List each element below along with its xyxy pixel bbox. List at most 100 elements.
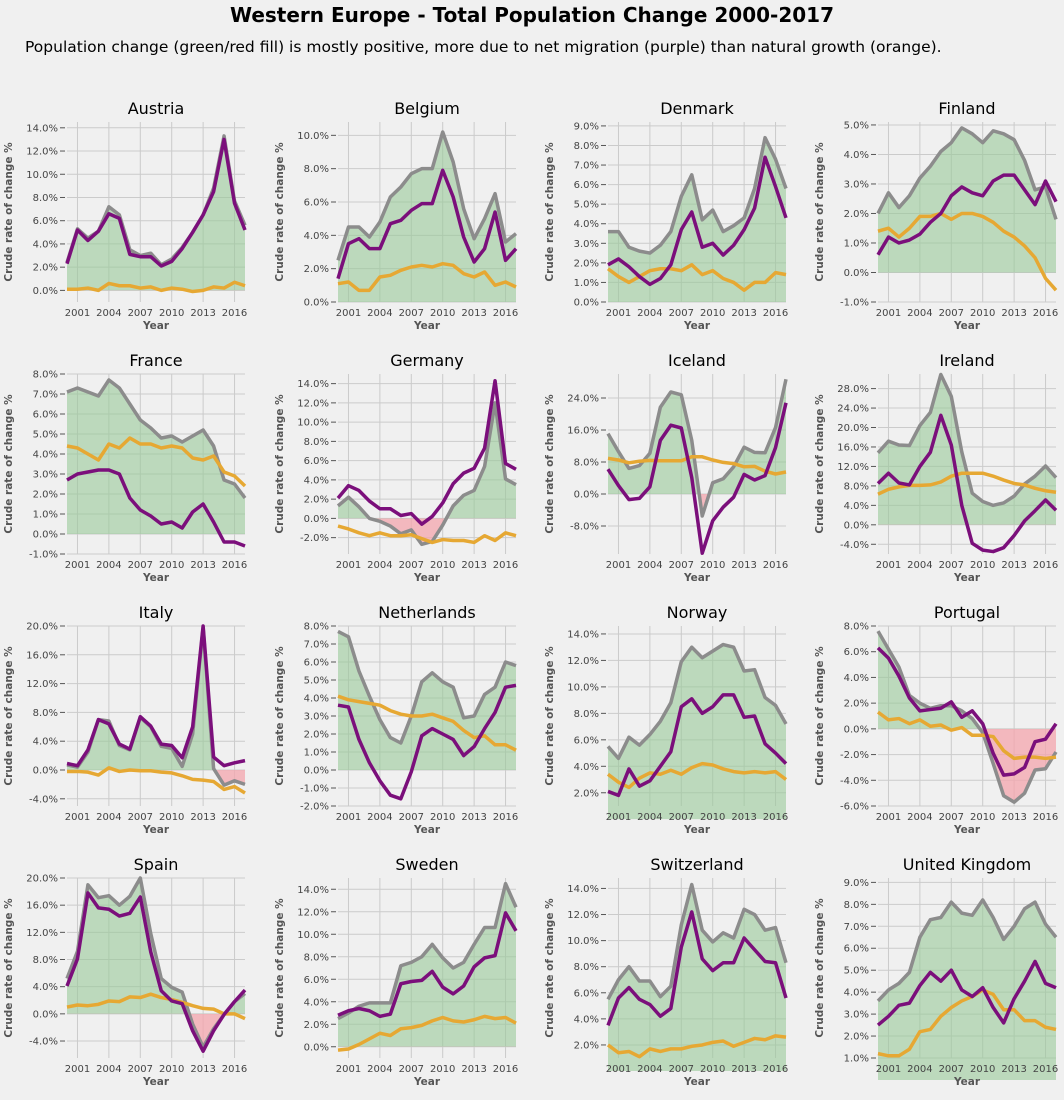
x-tick-label: 2010 bbox=[970, 812, 995, 823]
x-tick-label: 2001 bbox=[65, 308, 90, 319]
x-tick-label: 2001 bbox=[336, 812, 361, 823]
natural-series-line bbox=[337, 1014, 517, 1052]
migration-series-line bbox=[65, 137, 247, 268]
chart-svg: Italy -4.0% 0.0% 4.0% 8.0% 12.0% 16.0% 20.0% 200… bbox=[3, 603, 247, 836]
x-tick-label: 2007 bbox=[399, 812, 424, 823]
y-tick-label: 7.0% bbox=[33, 390, 58, 401]
chart-united-kingdom: United Kingdom 1.0% 2.0% 3.0% 4.0% 5.0% 6.0% 7.… bbox=[812, 838, 1064, 1088]
y-tick-label: 5.0% bbox=[844, 966, 869, 977]
chart-svg: Portugal -6.0% -4.0% -2.0% 0.0% 2.0% 4.0% 6.0% 8… bbox=[814, 603, 1058, 836]
y-tick-label: 12.0% bbox=[297, 398, 329, 409]
migration-series-line bbox=[607, 693, 788, 798]
y-tick-label: 2.0% bbox=[574, 258, 599, 269]
chart-title: Iceland bbox=[668, 351, 726, 370]
total-series-line bbox=[876, 126, 1058, 220]
x-tick-label: 2004 bbox=[367, 308, 392, 319]
y-tick-label: 8.0% bbox=[844, 900, 869, 911]
y-tick-label: 0.0% bbox=[304, 1042, 329, 1053]
x-tick-label: 2004 bbox=[907, 308, 932, 319]
y-tick-label: 20.0% bbox=[837, 423, 869, 434]
x-axis-label: Year bbox=[953, 320, 981, 332]
y-tick-label: 0.0% bbox=[844, 268, 869, 279]
y-tick-label: 4.0% bbox=[33, 982, 58, 993]
y-tick-label: 3.0% bbox=[33, 470, 58, 481]
y-tick-label: 6.0% bbox=[844, 944, 869, 955]
y-tick-label: 3.0% bbox=[304, 712, 329, 723]
natural-series-line bbox=[337, 261, 517, 293]
natural-series-line bbox=[606, 263, 787, 293]
y-tick-label: -6.0% bbox=[840, 802, 869, 813]
migration-series-line bbox=[876, 959, 1057, 1027]
y-tick-label: 2.0% bbox=[844, 699, 869, 710]
y-tick-label: 3.0% bbox=[844, 1010, 869, 1021]
y-tick-label: -4.0% bbox=[29, 1037, 58, 1048]
x-tick-label: 2010 bbox=[700, 308, 725, 319]
y-tick-label: 4.0% bbox=[304, 997, 329, 1008]
x-tick-label: 2013 bbox=[461, 1064, 486, 1075]
migration-series-line bbox=[336, 378, 517, 526]
x-tick-label: 2004 bbox=[96, 812, 121, 823]
chart-svg: Denmark 0.0% 1.0% 2.0% 3.0% 4.0% 5.0% 6.0% 7.0% 8… bbox=[544, 99, 788, 332]
positive-fill-area bbox=[878, 899, 1056, 1080]
x-tick-label: 2004 bbox=[96, 308, 121, 319]
chart-austria: Austria 0.0% 2.0% 4.0% 6.0% 8.0% 10.0% 12.0% 14.… bbox=[1, 82, 261, 332]
y-axis-label: Crude rate of change % bbox=[544, 898, 556, 1038]
total-series-line bbox=[606, 378, 788, 518]
total-series-line bbox=[606, 882, 788, 1001]
natural-series-line bbox=[876, 710, 1057, 761]
migration-series-line bbox=[606, 402, 788, 555]
y-tick-label: 6.0% bbox=[33, 410, 58, 421]
y-tick-label: 3.0% bbox=[574, 239, 599, 250]
y-tick-label: 6.0% bbox=[574, 735, 599, 746]
y-tick-label: 4.0% bbox=[33, 737, 58, 748]
x-axis-label: Year bbox=[953, 824, 981, 836]
x-tick-label: 2010 bbox=[159, 560, 184, 571]
negative-fill-area bbox=[608, 494, 786, 516]
y-axis-label: Crude rate of change % bbox=[274, 394, 286, 534]
chart-finland: Finland -1.0% 0.0% 1.0% 2.0% 3.0% 4.0% 5.0% 2001… bbox=[812, 82, 1064, 332]
x-tick-label: 2016 bbox=[1033, 308, 1058, 319]
x-axis-label: Year bbox=[413, 320, 441, 332]
chart-title: Norway bbox=[667, 603, 728, 622]
x-tick-label: 2001 bbox=[606, 560, 631, 571]
chart-svg: France -1.0% 0.0% 1.0% 2.0% 3.0% 4.0% 5.0% 6.0% 7… bbox=[3, 351, 247, 584]
y-axis-label: Crude rate of change % bbox=[274, 898, 286, 1038]
y-tick-label: 4.0% bbox=[844, 988, 869, 999]
y-tick-label: 9.0% bbox=[844, 878, 869, 889]
x-tick-label: 2010 bbox=[970, 1064, 995, 1075]
x-tick-label: 2001 bbox=[606, 1064, 631, 1075]
chart-svg: Switzerland 2.0% 4.0% 6.0% 8.0% 10.0% 12.0% 14.… bbox=[544, 855, 788, 1088]
x-tick-label: 2001 bbox=[65, 812, 90, 823]
chart-title: Finland bbox=[938, 99, 995, 118]
x-tick-label: 2007 bbox=[399, 1064, 424, 1075]
x-tick-label: 2010 bbox=[430, 560, 455, 571]
y-tick-label: -4.0% bbox=[840, 540, 869, 551]
x-tick-label: 2001 bbox=[876, 1064, 901, 1075]
y-tick-label: 24.0% bbox=[567, 394, 599, 405]
x-tick-label: 2016 bbox=[222, 1064, 247, 1075]
chart-svg: Austria 0.0% 2.0% 4.0% 6.0% 8.0% 10.0% 12.0% 14.… bbox=[3, 99, 247, 332]
y-tick-label: 1.0% bbox=[304, 748, 329, 759]
migration-series-line bbox=[65, 891, 247, 1053]
y-tick-label: 8.0% bbox=[574, 962, 599, 973]
y-tick-label: 8.0% bbox=[574, 709, 599, 720]
y-tick-label: 14.0% bbox=[26, 123, 58, 134]
x-tick-label: 2010 bbox=[970, 308, 995, 319]
positive-fill-area bbox=[338, 402, 516, 519]
negative-fill-area bbox=[189, 1013, 225, 1048]
y-tick-label: 7.0% bbox=[304, 640, 329, 651]
x-axis-label: Year bbox=[413, 824, 441, 836]
x-tick-label: 2016 bbox=[222, 812, 247, 823]
y-tick-label: 2.0% bbox=[844, 209, 869, 220]
chart-svg: Iceland -8.0% 0.0% 8.0% 16.0% 24.0% 2001 2004 20… bbox=[544, 351, 788, 584]
y-tick-label: 3.0% bbox=[844, 179, 869, 190]
y-tick-label: 6.0% bbox=[304, 456, 329, 467]
y-tick-label: 2.0% bbox=[304, 730, 329, 741]
y-tick-label: 4.0% bbox=[304, 231, 329, 242]
y-tick-label: 8.0% bbox=[574, 141, 599, 152]
x-axis-label: Year bbox=[953, 1076, 981, 1088]
x-tick-label: 2010 bbox=[159, 1064, 184, 1075]
positive-fill-area bbox=[608, 884, 786, 1072]
x-axis-label: Year bbox=[142, 1076, 170, 1088]
y-tick-label: 0.0% bbox=[304, 298, 329, 309]
